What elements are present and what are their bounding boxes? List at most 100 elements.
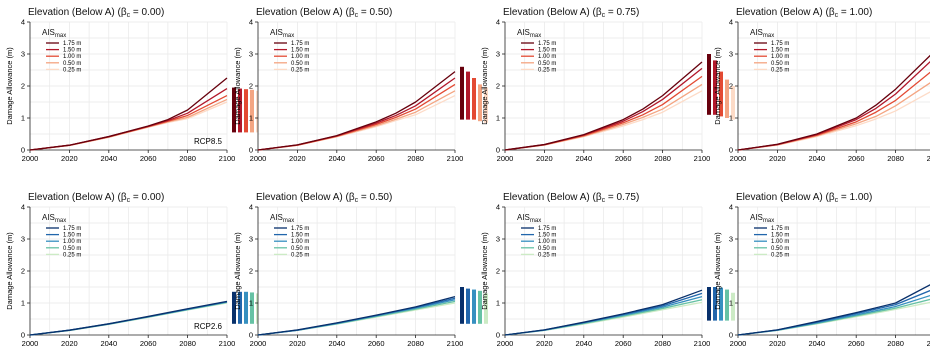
- legend-entry-label: 1.75 m: [291, 226, 309, 232]
- panel-title: Elevation (Below A) (βc = 0.75): [503, 192, 639, 204]
- y-tick-label: 3: [21, 235, 25, 244]
- series-line-175: [737, 54, 930, 151]
- panel-title: Elevation (Below A) (βc = 0.50): [256, 7, 392, 19]
- range-bar-050: [250, 89, 254, 133]
- range-bar-175: [460, 66, 464, 120]
- x-tick-label: 2080: [654, 339, 671, 348]
- y-tick-label: 0: [496, 331, 500, 340]
- x-tick-label: 2100: [694, 154, 711, 163]
- legend-entry-label: 0.25 m: [291, 67, 309, 73]
- range-bar-050: [478, 84, 482, 122]
- panel-rcp26-b0.50: [255, 206, 488, 338]
- series-line-175: [29, 300, 228, 336]
- legend-title: AISmax: [517, 28, 541, 39]
- legend-entry-label: 1.00 m: [63, 239, 81, 245]
- y-tick-label: 1: [21, 114, 25, 123]
- legend-entry-label: 1.50 m: [63, 48, 81, 54]
- legend-entry-label: 1.75 m: [538, 41, 556, 47]
- legend-title: AISmax: [42, 28, 66, 39]
- y-tick-label: 1: [729, 114, 733, 123]
- panel-title: Elevation (Below A) (βc = 1.00): [736, 7, 872, 19]
- range-bar-175: [232, 291, 236, 324]
- x-tick-label: 2060: [140, 339, 157, 348]
- series-line-175: [257, 71, 456, 151]
- panel-title: Elevation (Below A) (βc = 1.00): [736, 192, 872, 204]
- y-tick-label: 2: [21, 82, 25, 91]
- x-tick-label: 2000: [730, 339, 747, 348]
- y-tick-label: 2: [496, 267, 500, 276]
- y-tick-label: 3: [496, 50, 500, 59]
- range-bar-100: [244, 291, 248, 324]
- x-tick-label: 2020: [61, 154, 78, 163]
- legend-entry-label: 1.50 m: [538, 233, 556, 239]
- x-tick-label: 2080: [179, 154, 196, 163]
- legend-entry-label: 0.25 m: [771, 252, 789, 258]
- x-tick-label: 2020: [61, 339, 78, 348]
- range-bar-050: [725, 79, 729, 118]
- range-bar-150: [713, 60, 717, 115]
- range-bar-175: [232, 87, 236, 133]
- legend-entry-label: 1.00 m: [771, 54, 789, 60]
- x-tick-label: 2040: [100, 154, 117, 163]
- y-axis-label: Damage Allowance (m): [5, 232, 14, 310]
- legend-entry-label: 0.25 m: [538, 67, 556, 73]
- x-tick-label: 2060: [848, 339, 865, 348]
- legend-title: AISmax: [517, 213, 541, 224]
- legend-entry-label: 1.75 m: [771, 41, 789, 47]
- legend-entry-label: 1.50 m: [771, 233, 789, 239]
- legend-entry-label: 0.25 m: [538, 252, 556, 258]
- y-tick-label: 1: [249, 299, 253, 308]
- legend-entry-label: 0.50 m: [291, 61, 309, 67]
- panel-title: Elevation (Below A) (βc = 0.00): [28, 192, 164, 204]
- y-tick-label: 3: [21, 50, 25, 59]
- series-line-175: [257, 295, 456, 336]
- legend-title: AISmax: [270, 213, 294, 224]
- y-tick-label: 1: [496, 299, 500, 308]
- scenario-label: RCP8.5: [194, 137, 223, 146]
- legend-entry-label: 0.50 m: [538, 246, 556, 252]
- range-bar-050: [725, 289, 729, 321]
- y-axis-label: Damage Allowance (m): [480, 47, 489, 125]
- y-tick-label: 4: [496, 203, 500, 212]
- range-bar-150: [466, 288, 470, 324]
- y-axis-label: Damage Allowance (m): [5, 47, 14, 125]
- y-tick-label: 1: [21, 299, 25, 308]
- range-bar-150: [238, 291, 242, 324]
- y-tick-label: 2: [729, 267, 733, 276]
- x-tick-label: 2100: [219, 154, 236, 163]
- range-bar-175: [707, 287, 711, 321]
- legend-entry-label: 1.00 m: [63, 54, 81, 60]
- y-axis-label: Damage Allowance (m): [713, 232, 722, 310]
- y-tick-label: 4: [729, 203, 733, 212]
- series-line-175: [504, 61, 703, 151]
- y-axis-label: Damage Allowance (m): [233, 232, 242, 310]
- legend-entry-label: 0.50 m: [291, 246, 309, 252]
- range-bar-100: [472, 289, 476, 324]
- range-bar-100: [244, 89, 248, 133]
- legend-entry-label: 0.25 m: [771, 67, 789, 73]
- x-tick-label: 2080: [179, 339, 196, 348]
- x-tick-label: 2080: [407, 154, 424, 163]
- range-bar-100: [719, 71, 723, 117]
- legend-title: AISmax: [750, 213, 774, 224]
- y-tick-label: 0: [496, 146, 500, 155]
- legend-entry-label: 0.50 m: [63, 61, 81, 67]
- x-tick-label: 2000: [730, 154, 747, 163]
- y-tick-label: 2: [729, 82, 733, 91]
- y-tick-label: 3: [729, 50, 733, 59]
- range-bar-175: [707, 54, 711, 115]
- panel-title: Elevation (Below A) (βc = 0.00): [28, 7, 164, 19]
- x-tick-label: 2040: [808, 154, 825, 163]
- y-tick-label: 4: [21, 18, 25, 27]
- x-tick-label: 2080: [887, 339, 904, 348]
- legend-entry-label: 1.75 m: [771, 226, 789, 232]
- x-tick-label: 2100: [927, 154, 930, 163]
- x-tick-label: 2100: [447, 339, 464, 348]
- legend-entry-label: 1.50 m: [771, 48, 789, 54]
- x-tick-label: 2040: [328, 339, 345, 348]
- y-tick-label: 1: [729, 299, 733, 308]
- x-tick-label: 2000: [22, 339, 39, 348]
- legend-entry-label: 0.50 m: [538, 61, 556, 67]
- x-tick-label: 2080: [654, 154, 671, 163]
